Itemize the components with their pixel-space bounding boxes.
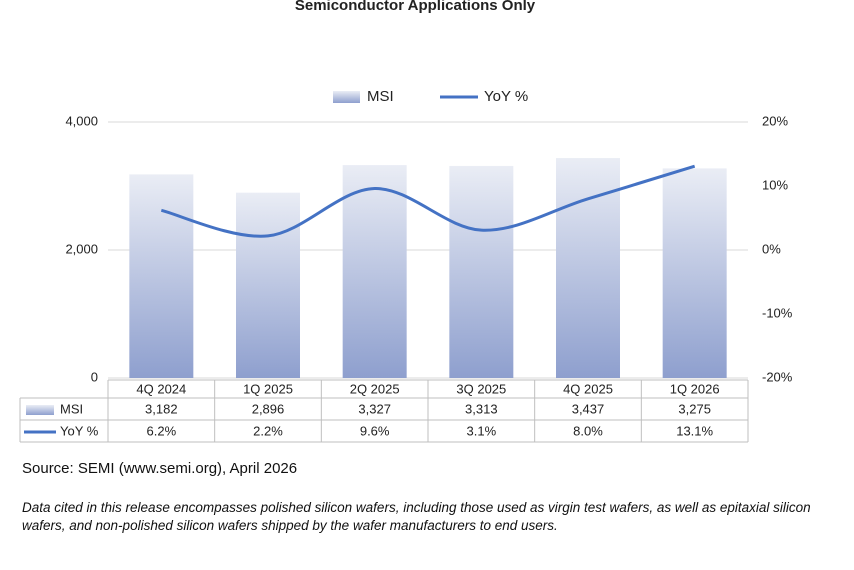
row-header: YoY % xyxy=(60,423,99,438)
y2-tick-label: 10% xyxy=(762,177,788,192)
bar xyxy=(236,192,300,378)
bar xyxy=(449,165,514,378)
legend-label: YoY % xyxy=(484,88,528,105)
table-value: 9.6% xyxy=(360,423,390,438)
table-value: 3,313 xyxy=(465,401,498,416)
table-value: 3,327 xyxy=(358,401,391,416)
table-value: 3,275 xyxy=(678,401,711,416)
y-tick-label: 0 xyxy=(91,369,98,384)
y2-tick-label: -20% xyxy=(762,369,793,384)
table-value: 2.2% xyxy=(253,423,283,438)
x-tick-label: 4Q 2025 xyxy=(563,381,613,396)
x-tick-label: 2Q 2025 xyxy=(350,381,400,396)
line xyxy=(160,164,696,238)
table-value: 2,896 xyxy=(252,401,285,416)
x-tick-label: 1Q 2026 xyxy=(670,381,720,396)
x-tick-label: 3Q 2025 xyxy=(456,381,506,396)
legend-swatch xyxy=(333,91,360,103)
bar xyxy=(556,158,620,378)
bar xyxy=(342,165,407,378)
y2-tick-label: 0% xyxy=(762,241,781,256)
table-value: 3,182 xyxy=(145,401,178,416)
bar xyxy=(662,168,727,378)
table-value: 6.2% xyxy=(147,423,177,438)
x-tick-label: 4Q 2024 xyxy=(136,381,186,396)
source: Source: SEMI (www.semi.org), April 2026 xyxy=(22,460,298,477)
legend-label: MSI xyxy=(367,88,394,105)
note: Data cited in this release encompasses p… xyxy=(22,500,811,533)
y-tick-label: 4,000 xyxy=(65,113,98,128)
table-swatch xyxy=(26,405,54,415)
bar xyxy=(129,174,194,378)
table-value: 3,437 xyxy=(572,401,605,416)
x-tick-label: 1Q 2025 xyxy=(243,381,293,396)
table-value: 13.1% xyxy=(676,423,713,438)
y2-tick-label: 20% xyxy=(762,113,788,128)
y2-tick-label: -10% xyxy=(762,305,793,320)
table-value: 3.1% xyxy=(467,423,497,438)
table-value: 8.0% xyxy=(573,423,603,438)
chart-title: Semiconductor Applications Only xyxy=(295,0,536,14)
y-tick-label: 2,000 xyxy=(65,241,98,256)
row-header: MSI xyxy=(60,401,83,416)
chart: Semiconductor Applications Only 0 2,000 4,… xyxy=(19,0,793,443)
